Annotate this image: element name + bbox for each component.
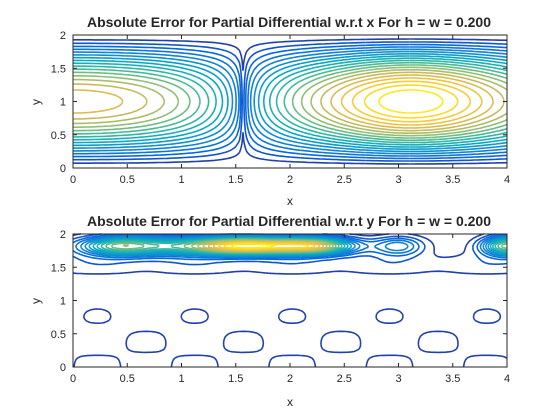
x-tick-label: 4 [504,373,510,385]
contour-level-13 [73,66,508,137]
x-tick-label: 3 [395,373,401,385]
x-tick-label: 0.5 [120,174,135,186]
contour-level-1 [72,233,508,368]
x-tick-label: 4 [504,174,510,186]
x-tick-label: 1.5 [228,373,243,385]
contour-level-8 [73,55,508,148]
x-tick-label: 0 [70,373,76,385]
y-tick-label: 2 [60,30,66,42]
contour-level-19 [363,84,459,119]
x-tick-label: 3.5 [445,174,460,186]
contour-level-15 [73,71,505,132]
y-tick-label: 0.5 [51,329,66,341]
contour-level-2 [72,233,508,266]
contour-level-17 [340,77,483,126]
subplot-2-title: Absolute Error for Partial Differential … [87,213,491,229]
y-tick-label: 2 [60,229,66,241]
contour-level-20 [378,89,444,114]
x-tick-label: 2 [287,373,293,385]
contour-level-5 [80,234,508,258]
x-tick-label: 2 [287,174,293,186]
contour-level-11 [73,61,508,142]
contour-lines-y-error [72,233,508,368]
y-tick-label: 0 [60,362,66,374]
x-axis-label-1: x [287,194,293,208]
x-tick-label: 1.5 [228,174,243,186]
y-tick-label: 1 [60,296,66,308]
y-tick-label: 0.5 [51,130,66,142]
subplot-1-title: Absolute Error for Partial Differential … [87,14,491,30]
x-tick-label: 0.5 [120,373,135,385]
x-tick-label: 0 [70,174,76,186]
contour-level-14 [73,69,508,134]
y-tick-label: 1 [60,97,66,109]
contour-level-4 [73,46,508,157]
x-tick-label: 3 [395,174,401,186]
contour-level-1 [73,38,508,165]
contour-lines-x-error [72,38,508,165]
contour-level-6 [73,50,507,153]
x-tick-label: 2.5 [337,373,352,385]
contour-level-20 [230,243,276,249]
x-tick-label: 1 [178,373,184,385]
contour-level-12 [73,64,508,139]
contour-level-10 [73,59,508,144]
y-axis-label-2: y [29,298,43,304]
ticks-2: 0 0.5 1 1.5 2 2.5 3 3.5 4 0 0.5 1 1.5 2 [51,229,510,385]
y-axis-label-1: y [29,99,43,105]
contour-level-9 [73,57,508,146]
subplot-y-derivative-error: Absolute Error for Partial Differential … [29,213,510,409]
subplot-x-derivative-error: Absolute Error for Partial Differential … [29,14,510,208]
ticks-1: 0 0.5 1 1.5 2 2.5 3 3.5 4 0 0.5 1 1.5 2 [51,30,510,186]
x-tick-label: 2.5 [337,174,352,186]
contour-level-16 [73,74,494,129]
y-tick-label: 0 [60,163,66,175]
x-tick-label: 3.5 [445,373,460,385]
contour-level-2 [73,41,508,162]
contour-level-18 [351,80,472,123]
contour-level-3 [73,43,508,160]
x-axis-label-2: x [287,395,293,409]
contour-level-5 [73,48,508,155]
y-tick-label: 1.5 [51,262,66,274]
y-tick-label: 1.5 [51,63,66,75]
contour-level-7 [72,53,508,150]
x-tick-label: 1 [178,174,184,186]
